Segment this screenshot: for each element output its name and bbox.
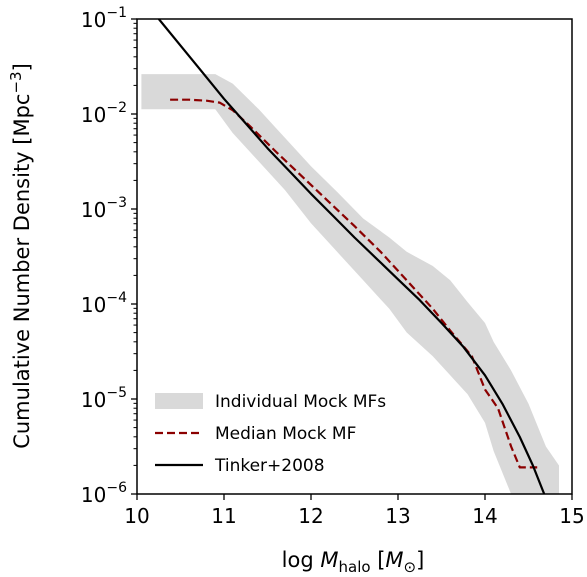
y-tick-label: 10−2 bbox=[81, 100, 127, 127]
x-tick-label: 14 bbox=[472, 504, 497, 528]
x-tick-label: 15 bbox=[559, 504, 584, 528]
legend: Individual Mock MFs Median Mock MF Tinker+… bbox=[155, 392, 386, 476]
legend-label: Individual Mock MFs bbox=[215, 392, 386, 412]
series-band-individual-mock-mfs bbox=[141, 74, 559, 494]
legend-swatch-band bbox=[155, 393, 203, 409]
x-tick-label: 13 bbox=[385, 504, 410, 528]
series-line-median-mock-mf bbox=[170, 98, 538, 469]
x-tick-label: 10 bbox=[124, 504, 149, 528]
y-tick-label: 10−6 bbox=[81, 480, 127, 507]
legend-label: Tinker+2008 bbox=[214, 456, 325, 476]
y-tick-label: 10−3 bbox=[81, 195, 127, 222]
x-axis-label: log Mhalo [M⊙] bbox=[282, 548, 425, 576]
x-tick-label: 12 bbox=[298, 504, 323, 528]
axes: 10 11 12 13 14 15 10−6 10−5 10−4 10−3 10−2 10−1 bbox=[81, 5, 585, 528]
y-tick-label: 10−1 bbox=[81, 5, 127, 32]
y-axis-label: Cumulative Number Density [Mpc−3] bbox=[7, 63, 34, 449]
x-tick-label: 11 bbox=[211, 504, 236, 528]
plot-area bbox=[141, 19, 559, 494]
y-tick-label: 10−5 bbox=[81, 385, 127, 412]
y-tick-label: 10−4 bbox=[81, 290, 127, 317]
series-line-tinker-2008 bbox=[157, 19, 546, 494]
plot-frame bbox=[136, 18, 573, 495]
legend-label: Median Mock MF bbox=[215, 424, 356, 444]
